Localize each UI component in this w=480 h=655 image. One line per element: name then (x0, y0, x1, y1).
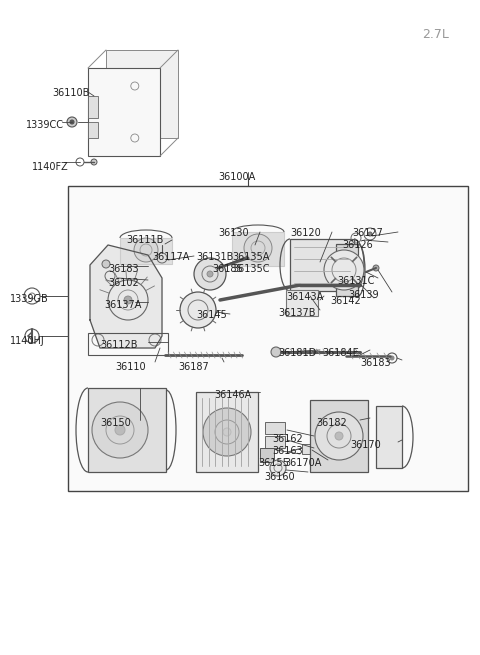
Bar (120, 238, 172, 264)
Text: 36137B: 36137B (278, 308, 315, 318)
Bar (265, 422, 285, 434)
Text: 36162: 36162 (272, 434, 303, 444)
Bar (286, 290, 318, 316)
Bar (88, 388, 166, 472)
Bar (88, 122, 98, 138)
Text: 36160: 36160 (264, 472, 295, 482)
Text: 1140FZ: 1140FZ (32, 162, 69, 172)
Bar (88, 96, 98, 118)
Circle shape (335, 432, 343, 440)
Text: 36135A: 36135A (232, 252, 269, 262)
Text: 36170A: 36170A (284, 458, 322, 468)
Circle shape (102, 260, 110, 268)
Circle shape (134, 238, 158, 262)
Text: 36100A: 36100A (218, 172, 255, 182)
Text: 36145: 36145 (196, 310, 227, 320)
Bar (88, 333, 168, 355)
Text: 1339CC: 1339CC (26, 120, 64, 130)
Bar (88, 68, 160, 156)
Text: 36146A: 36146A (214, 390, 251, 400)
Text: 36187: 36187 (178, 362, 209, 372)
Text: 36185: 36185 (212, 264, 243, 274)
Bar (302, 444, 310, 454)
Circle shape (115, 425, 125, 435)
Circle shape (203, 408, 251, 456)
Text: 36183: 36183 (108, 264, 139, 274)
Circle shape (70, 120, 74, 124)
Text: 36181D: 36181D (278, 348, 316, 358)
Bar (336, 244, 358, 296)
Text: 36135C: 36135C (232, 264, 269, 274)
Bar (106, 50, 178, 138)
Text: 36117A: 36117A (152, 252, 190, 262)
Circle shape (390, 356, 394, 360)
Circle shape (124, 296, 132, 304)
Text: 36127: 36127 (352, 228, 383, 238)
Text: 36130: 36130 (218, 228, 249, 238)
Circle shape (324, 250, 364, 290)
Text: 36184E: 36184E (322, 348, 359, 358)
Bar (68, 186, 468, 491)
Text: 36150: 36150 (100, 418, 131, 428)
Text: 36170: 36170 (350, 440, 381, 450)
Text: 36110: 36110 (115, 362, 145, 372)
Text: 36163: 36163 (272, 446, 302, 456)
Bar (310, 400, 368, 472)
Bar (196, 392, 258, 472)
Circle shape (91, 159, 97, 165)
Bar (232, 232, 284, 266)
Circle shape (315, 412, 363, 460)
Text: 36126: 36126 (342, 240, 373, 250)
Bar (260, 448, 274, 462)
Text: 36155: 36155 (258, 458, 289, 468)
Text: 36139: 36139 (348, 290, 379, 300)
Text: 36143A: 36143A (286, 292, 323, 302)
Text: 1140HJ: 1140HJ (10, 336, 45, 346)
Bar (376, 406, 402, 468)
Text: 36131B: 36131B (196, 252, 233, 262)
Bar (265, 436, 285, 448)
Text: 36183: 36183 (360, 358, 391, 368)
Circle shape (223, 428, 231, 436)
Circle shape (270, 460, 286, 476)
Circle shape (67, 117, 77, 127)
Text: 36120: 36120 (290, 228, 321, 238)
Text: 36102: 36102 (108, 278, 139, 288)
Circle shape (373, 265, 379, 271)
Text: 36111B: 36111B (126, 235, 163, 245)
Circle shape (244, 234, 272, 262)
Circle shape (194, 258, 226, 290)
Circle shape (92, 402, 148, 458)
Circle shape (271, 347, 281, 357)
Text: 36131C: 36131C (337, 276, 374, 286)
Text: 36112B: 36112B (100, 340, 137, 350)
Circle shape (368, 232, 372, 236)
Polygon shape (90, 245, 162, 348)
Bar (290, 239, 354, 291)
Circle shape (207, 271, 213, 277)
Circle shape (180, 292, 216, 328)
Text: 1339GB: 1339GB (10, 294, 49, 304)
Text: 36110B: 36110B (52, 88, 89, 98)
Text: 36137A: 36137A (104, 300, 142, 310)
Text: 36142: 36142 (330, 296, 361, 306)
Text: 2.7L: 2.7L (422, 28, 449, 41)
Text: 36182: 36182 (316, 418, 347, 428)
